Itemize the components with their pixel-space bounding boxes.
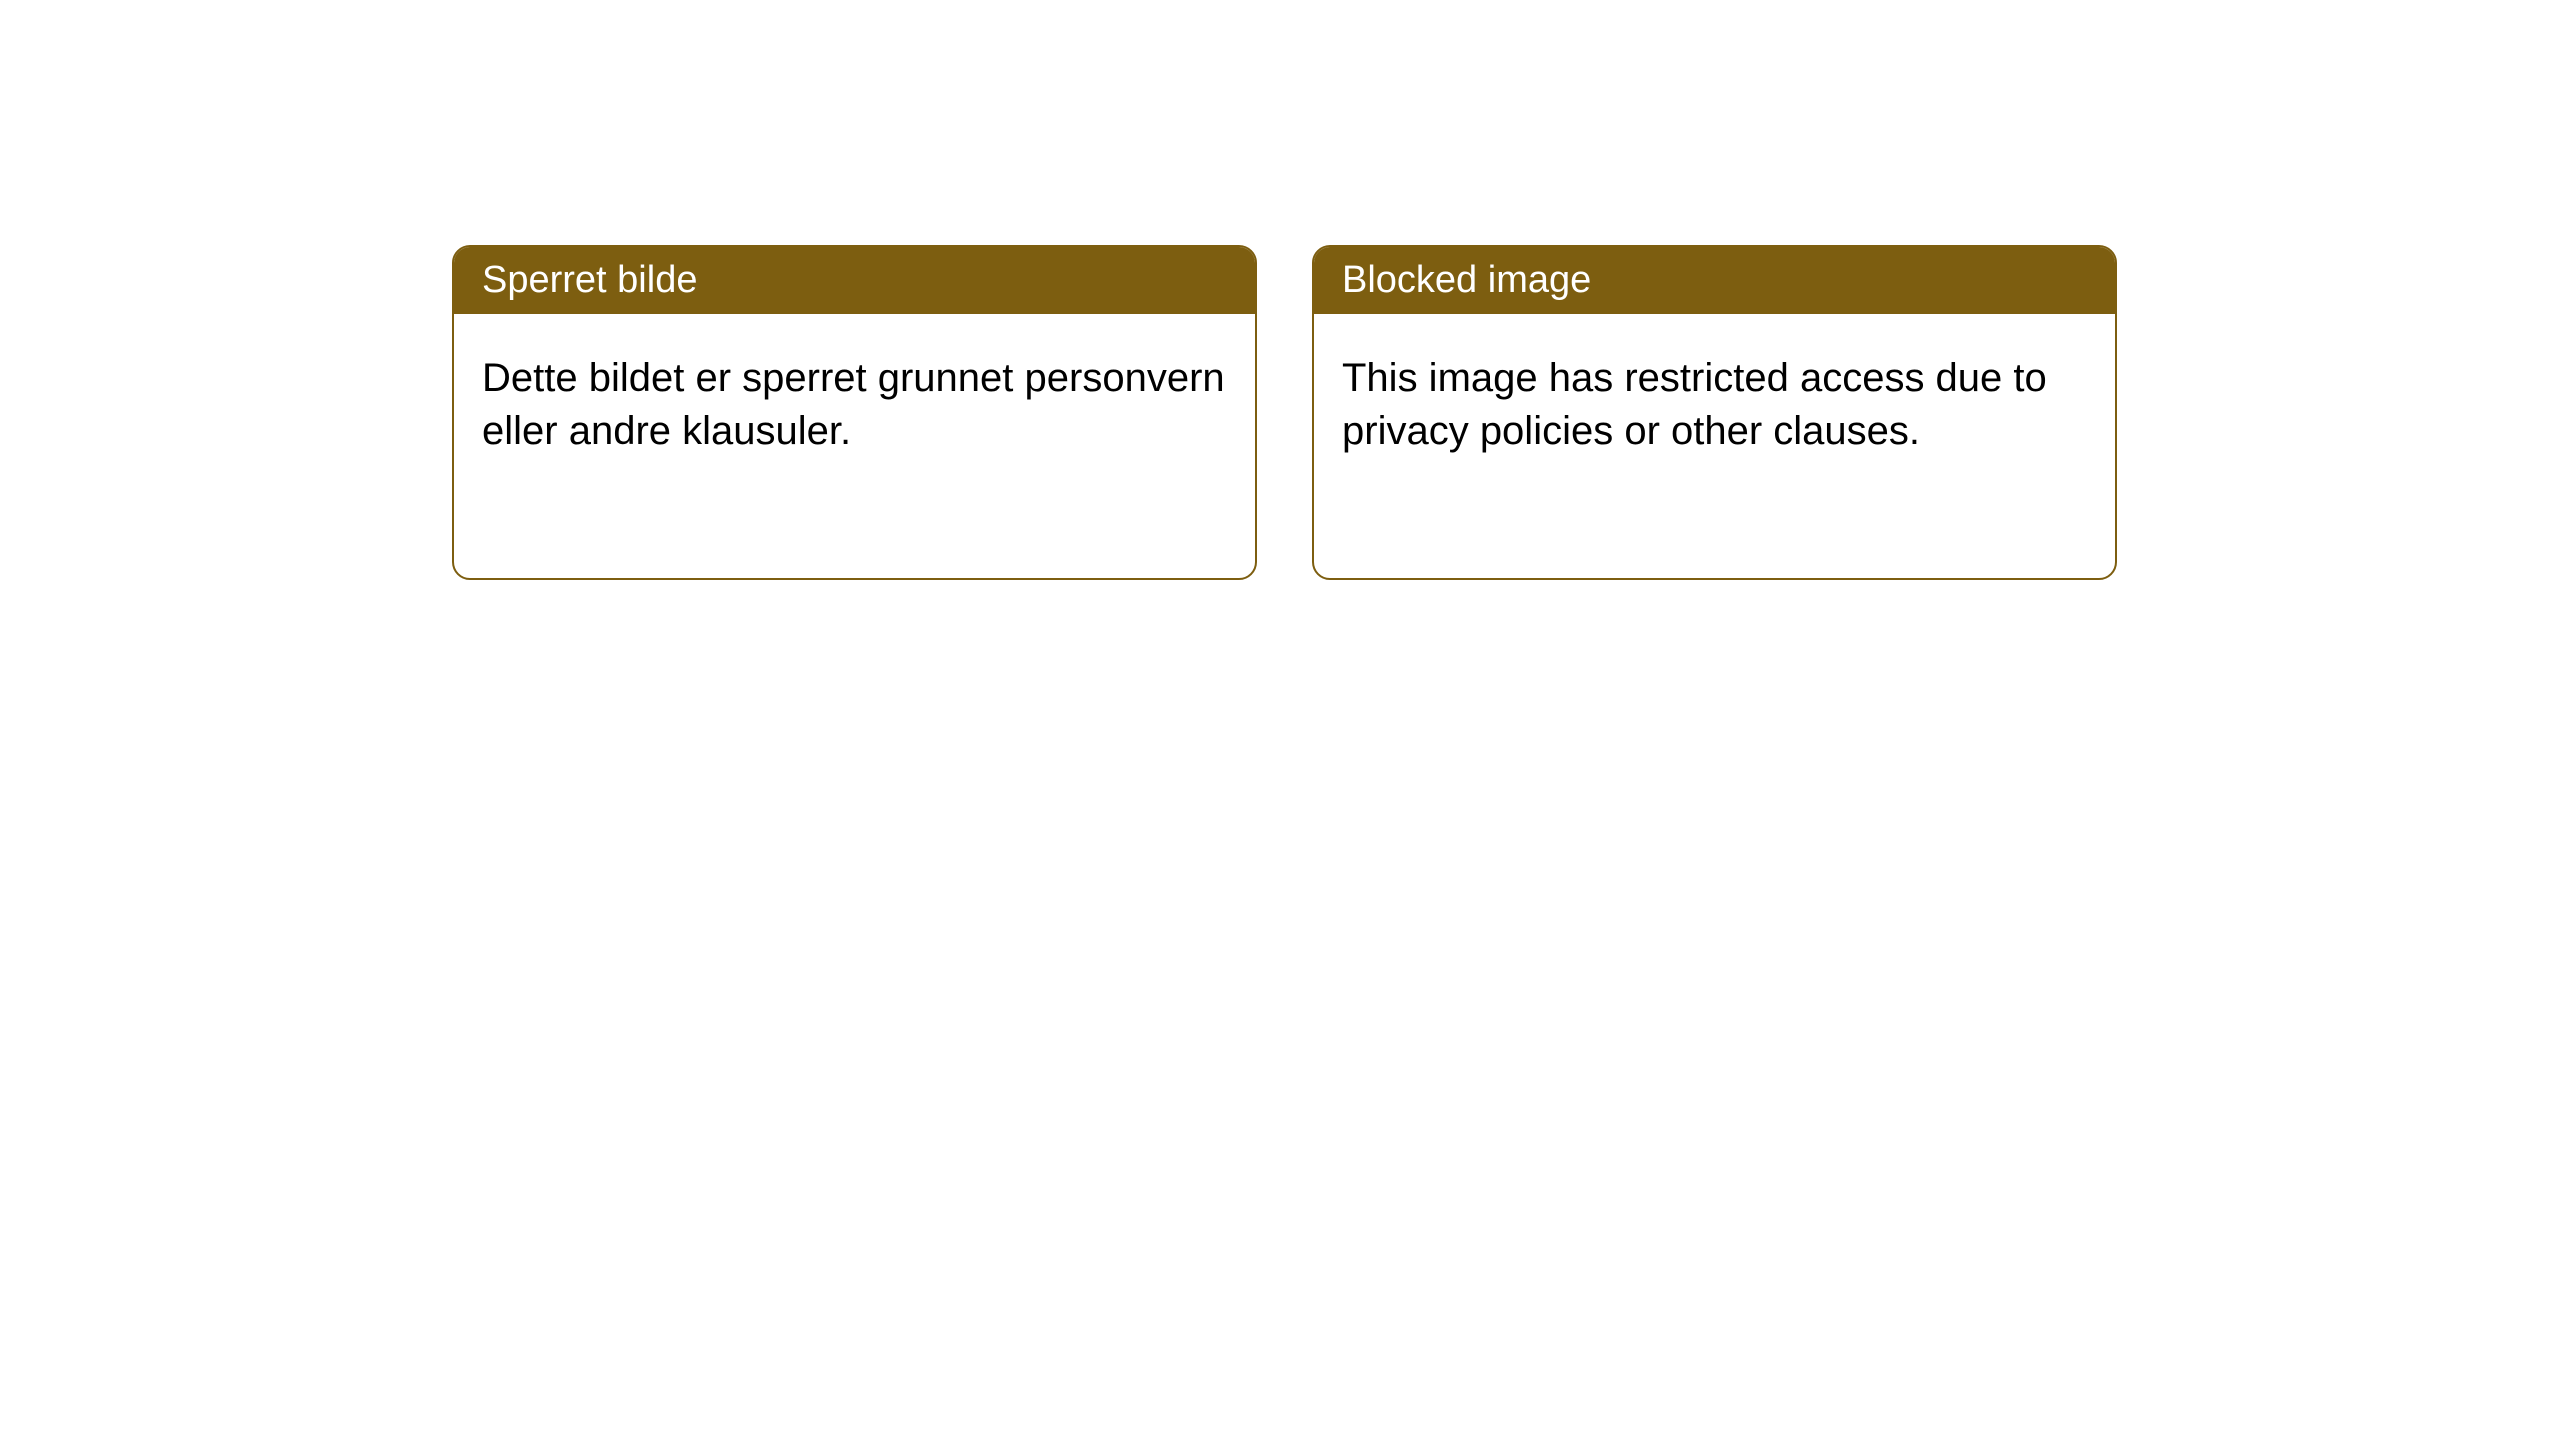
card-header-norwegian: Sperret bilde	[454, 247, 1255, 314]
card-title: Sperret bilde	[482, 259, 697, 301]
card-norwegian: Sperret bilde Dette bildet er sperret gr…	[452, 245, 1257, 580]
card-title: Blocked image	[1342, 259, 1591, 301]
card-header-english: Blocked image	[1314, 247, 2115, 314]
card-body-english: This image has restricted access due to …	[1314, 314, 2115, 496]
card-body-text: Dette bildet er sperret grunnet personve…	[482, 356, 1225, 453]
card-english: Blocked image This image has restricted …	[1312, 245, 2117, 580]
card-body-norwegian: Dette bildet er sperret grunnet personve…	[454, 314, 1255, 496]
card-body-text: This image has restricted access due to …	[1342, 356, 2047, 453]
cards-container: Sperret bilde Dette bildet er sperret gr…	[452, 245, 2117, 580]
